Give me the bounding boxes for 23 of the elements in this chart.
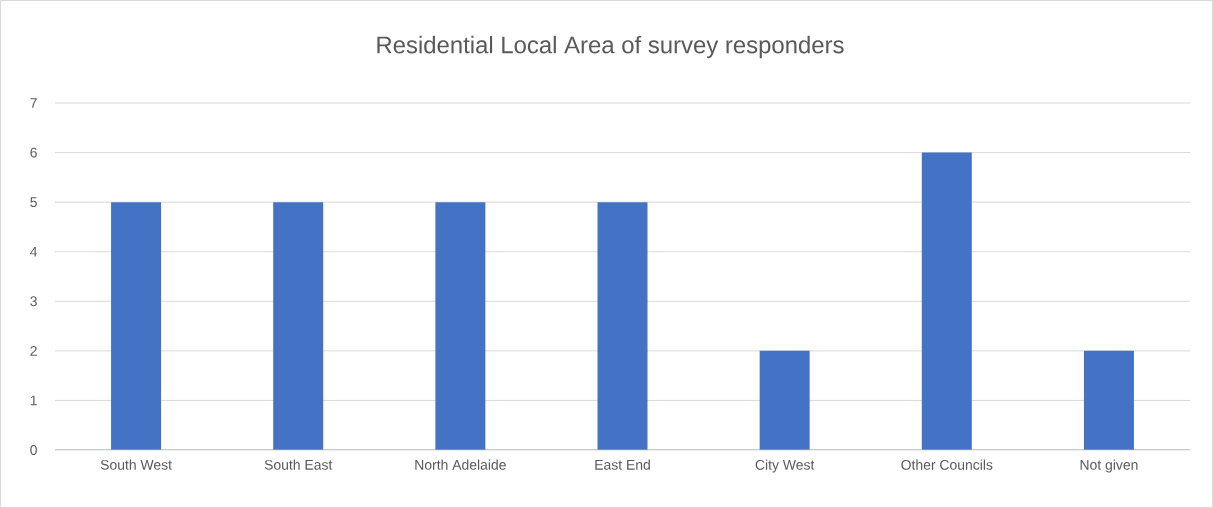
x-tick-label: Not given [1080, 459, 1138, 473]
y-tick-label: 0 [30, 445, 37, 455]
y-tick-label: 2 [30, 345, 37, 356]
bar [597, 202, 648, 450]
y-tick-label: 7 [30, 98, 37, 108]
y-tick-label: 5 [30, 197, 37, 208]
x-tick-label: South East [264, 459, 333, 470]
chart-title: Residential Local Area of survey responders [377, 35, 844, 59]
bar [921, 152, 972, 450]
x-tick-label: City West [755, 459, 815, 473]
x-tick-label: East End [595, 459, 650, 470]
x-tick-label: North Adelaide [415, 459, 506, 470]
x-tick-label: Other Councils [901, 459, 993, 470]
y-tick-label: 1 [30, 395, 37, 406]
bar [273, 202, 324, 450]
bar [759, 350, 810, 450]
x-tick-label: South West [100, 459, 172, 470]
bar [1083, 350, 1134, 450]
y-tick-label: 4 [30, 246, 38, 257]
bar [111, 202, 162, 450]
y-tick-label: 6 [30, 147, 37, 158]
bar [435, 202, 486, 450]
y-tick-label: 3 [30, 296, 37, 307]
